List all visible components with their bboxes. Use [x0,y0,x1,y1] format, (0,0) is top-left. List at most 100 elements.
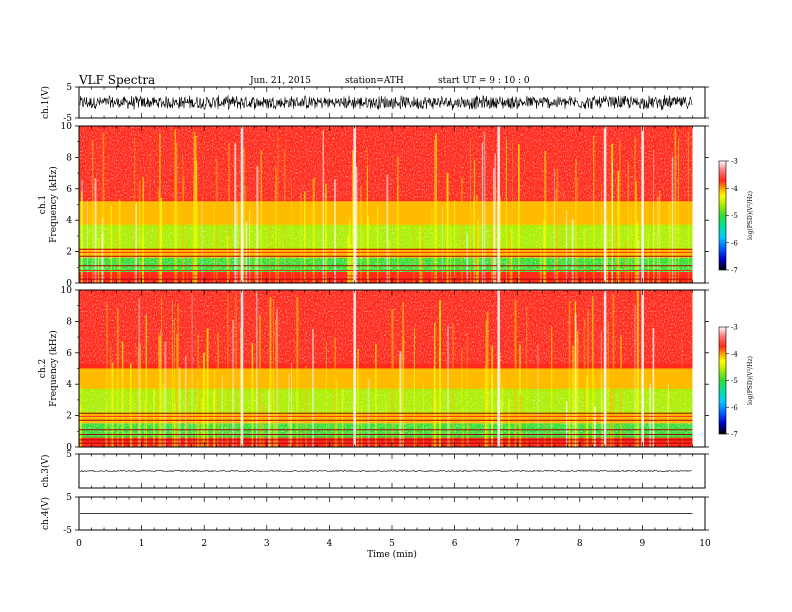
sferic-streak [161,295,162,447]
sferic-streak [102,133,105,283]
colorbar-tick-label: -6 [731,239,738,247]
sferic-streak [159,133,161,283]
sferic-streak [587,308,589,447]
sferic-streak [441,205,443,283]
ch2-colorbar: -3 -4 -5 -6 -7 log(PSD)(V²/Hz) [718,324,754,439]
x-tick-label: 8 [577,539,583,549]
sferic-streak [312,329,314,447]
sferic-streak [312,178,315,283]
y-tick-label: 10 [61,122,73,132]
sferic-streak [494,153,496,283]
sferic-streak [652,328,655,447]
sferic-streak [177,303,179,447]
sferic-streak [197,333,199,447]
sferic-streak [172,300,173,447]
sferic-streak [288,374,290,447]
sferic-streak [135,203,137,283]
sferic-streak [94,178,97,283]
sferic-streak [300,192,302,283]
x-tick-label: 7 [514,539,520,549]
sferic-streak [194,136,197,283]
sferic-streak [591,295,594,447]
colorbar-tick-label: -7 [731,267,738,275]
sferic-streak [439,300,441,447]
sferic-streak [269,297,272,447]
sferic-streak [491,345,494,447]
sferic-streak [399,356,400,447]
sferic-streak [81,191,83,283]
x-tick-label: 2 [201,539,207,549]
sferic-streak [421,202,423,283]
sferic-streak [325,342,327,447]
sferic-streak [649,384,652,447]
sferic-streak [129,363,132,447]
sferic-streak [195,406,196,447]
sferic-streak [500,400,502,447]
sferic-streak [193,131,196,283]
sferic-streak [510,228,513,283]
sferic-streak [512,136,513,283]
colorbar-tick-label: -4 [731,350,738,358]
sferic-streak [284,149,286,283]
sferic-streak [234,143,237,283]
sferic-streak [225,376,227,447]
sferic-streak [493,168,495,283]
sferic-streak [334,179,336,283]
sferic-streak [206,328,209,447]
sferic-streak [385,401,387,447]
x-tick-label: 4 [327,539,333,549]
bright-event [353,290,356,447]
bright-event [641,290,644,447]
sferic-streak [620,335,622,447]
ch3-waveform-trace [79,469,693,473]
bright-event [603,290,607,447]
sferic-streak [87,200,88,283]
sferic-streak [304,191,306,283]
colorbar-tick-label: -5 [731,377,738,385]
sferic-streak [193,175,195,283]
sferic-streak [101,218,104,283]
sferic-streak [228,142,230,283]
sferic-streak [668,201,671,283]
sferic-streak [158,332,160,447]
sferic-streak [466,233,469,283]
sferic-streak [413,328,415,447]
green-speckle [79,390,693,413]
colorbar-tick-label: -3 [731,158,738,166]
sferic-streak [352,150,354,283]
sferic-streak [674,128,677,283]
sferic-streak [501,386,503,447]
ch4-y-label: ch.4(V) [40,497,51,530]
sferic-streak [491,225,494,283]
sferic-streak [116,308,119,447]
sferic-streak [221,376,223,447]
sferic-streak [568,415,571,447]
sferic-streak [600,330,602,447]
cyan-speckle [79,257,693,273]
sferic-streak [174,375,176,447]
sferic-streak [269,207,271,283]
sferic-streak [350,244,352,283]
sferic-streak [232,319,235,447]
sferic-streak [179,367,181,447]
sferic-streak [461,348,463,447]
sferic-streak [121,341,124,447]
sferic-streak [176,143,178,283]
sferic-streak [293,245,295,283]
sferic-streak [637,239,640,283]
ch1-waveform-panel: 5 -5 ch.1(V) [40,83,709,124]
sferic-streak [153,388,155,447]
sferic-streak [269,406,270,447]
y-tick-label: 2 [66,412,72,422]
y-tick-label: 5 [66,83,72,93]
sferic-streak [191,293,193,447]
green-speckle [79,226,693,249]
sferic-streak [131,406,133,447]
sferic-streak [278,224,280,283]
sferic-streak [357,348,359,447]
y-tick-label: 8 [66,317,72,327]
sferic-streak [256,291,258,447]
sferic-streak [296,297,299,447]
sferic-streak [435,399,437,447]
